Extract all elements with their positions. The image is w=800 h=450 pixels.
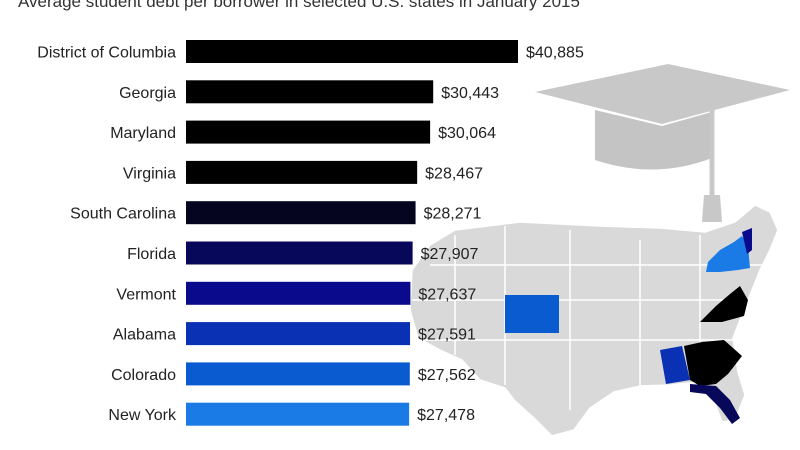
bar-district-of-columbia [186, 40, 518, 63]
bar-vermont [186, 281, 411, 305]
value-label-maryland: $30,064 [438, 125, 496, 142]
georgia-sc-states [684, 340, 742, 386]
category-label-alabama: Alabama [113, 327, 176, 344]
category-label-virginia: Virginia [123, 165, 176, 182]
value-label-vermont: $27,637 [418, 286, 476, 303]
value-label-new-york: $27,478 [417, 407, 475, 424]
category-label-colorado: Colorado [111, 367, 176, 384]
category-label-florida: Florida [127, 246, 176, 263]
category-label-georgia: Georgia [119, 85, 176, 102]
value-label-georgia: $30,443 [441, 85, 499, 102]
bar-south-carolina [186, 201, 416, 225]
alabama-state [660, 346, 690, 384]
category-label-south-carolina: South Carolina [70, 206, 176, 223]
value-label-virginia: $28,467 [425, 165, 483, 182]
value-label-colorado: $27,562 [418, 367, 476, 384]
bar-maryland [186, 120, 431, 144]
bar-colorado [186, 362, 410, 386]
florida-state [690, 384, 740, 424]
virginia-state [700, 286, 748, 322]
bar-florida [186, 241, 413, 265]
category-label-new-york: New York [108, 407, 177, 424]
value-label-florida: $27,907 [421, 246, 479, 263]
category-label-district-of-columbia: District of Columbia [37, 45, 176, 62]
colorado-state [505, 295, 559, 333]
vermont-state [742, 228, 752, 254]
new-york-state [706, 236, 750, 272]
chart-subtitle: Average student debt per borrower in sel… [18, 0, 580, 11]
bar-georgia [186, 80, 434, 104]
value-label-district-of-columbia: $40,885 [526, 45, 584, 62]
bar-new-york [186, 402, 410, 426]
graduation-cap-icon [535, 64, 790, 222]
us-map-illustration [409, 204, 779, 437]
category-label-vermont: Vermont [116, 286, 176, 303]
bar-alabama [186, 322, 411, 346]
bar-virginia [186, 160, 418, 184]
value-label-alabama: $27,591 [418, 327, 476, 344]
category-label-maryland: Maryland [110, 125, 176, 142]
value-label-south-carolina: $28,271 [424, 206, 482, 223]
